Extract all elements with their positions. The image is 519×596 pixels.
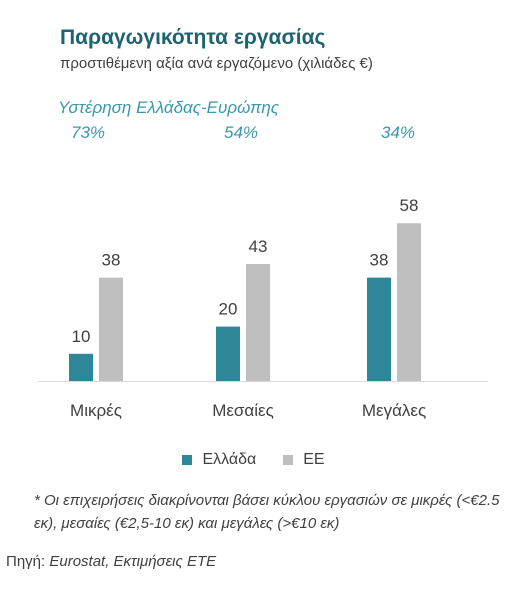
- data-label-eu-3: 58: [400, 196, 419, 215]
- bar-eu-3: [397, 223, 421, 381]
- legend-label-eu: ΕΕ: [303, 451, 325, 468]
- bar-eu-1: [99, 277, 123, 381]
- chart-title: Παραγωγικότητα εργασίας: [60, 26, 326, 49]
- footnote: * Οι επιχειρήσεις διακρίνονται βάσει κύκ…: [34, 492, 500, 532]
- bar-greece-2: [216, 326, 240, 381]
- data-label-greece-1: 10: [72, 327, 91, 346]
- category-label-1: Μικρές: [70, 401, 122, 420]
- legend: Ελλάδα ΕΕ: [182, 451, 325, 469]
- data-label-eu-1: 38: [102, 251, 121, 270]
- category-label-2: Μεσαίες: [212, 401, 274, 420]
- source-text: Eurostat, Εκτιμήσεις ΕΤΕ: [49, 553, 217, 570]
- chart-subtitle: προστιθέμενη αξία ανά εργαζόμενο (χιλιάδ…: [60, 55, 373, 72]
- category-label-3: Μεγάλες: [362, 401, 426, 420]
- data-label-eu-2: 43: [249, 237, 268, 256]
- source-label: Πηγή:: [6, 553, 46, 570]
- gap-title: Υστέρηση Ελλάδας-Ευρώπης: [58, 98, 280, 117]
- data-label-greece-2: 20: [219, 300, 238, 319]
- gap-label-medium: 54%: [223, 123, 259, 142]
- legend-swatch-eu: [282, 455, 293, 465]
- bar-eu-2: [246, 264, 270, 381]
- legend-label-greece: Ελλάδα: [202, 451, 257, 468]
- gap-label-small: 73%: [70, 123, 106, 142]
- gap-label-large: 34%: [380, 123, 416, 142]
- bar-greece-3: [367, 277, 391, 381]
- source: Πηγή: Eurostat, Εκτιμήσεις ΕΤΕ: [6, 553, 216, 570]
- legend-swatch-greece: [182, 455, 192, 465]
- bar-chart: 10 38 Μικρές 20 43 Μεσαίες 38 58 Μεγάλες: [38, 196, 488, 420]
- bar-greece-1: [69, 353, 93, 381]
- data-label-greece-3: 38: [370, 251, 389, 270]
